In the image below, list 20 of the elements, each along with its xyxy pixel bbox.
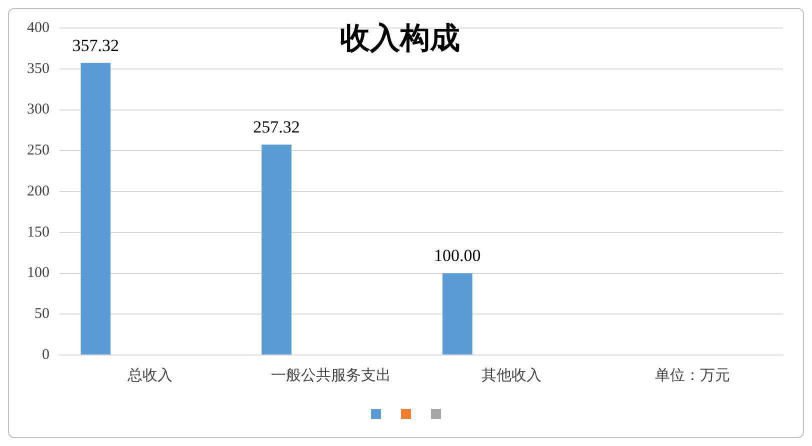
y-tick-label: 150	[27, 224, 50, 240]
bar	[262, 144, 292, 354]
bar	[80, 62, 111, 354]
bar	[442, 273, 472, 354]
x-tick-label: 一般公共服务支出	[270, 366, 391, 384]
y-tick-label: 100	[27, 265, 50, 282]
y-tick-label: 50	[34, 306, 50, 322]
y-tick-label: 0	[42, 346, 50, 363]
data-label: 357.32	[72, 36, 120, 55]
chart-title: 收入构成	[340, 22, 460, 55]
x-tick-label: 总收入	[126, 366, 172, 384]
data-label: 100.00	[434, 246, 481, 266]
y-tick-label: 400	[27, 20, 50, 36]
y-tick-label: 200	[27, 183, 50, 200]
x-tick-label: 其他收入	[482, 366, 542, 384]
y-tick-label: 350	[27, 60, 50, 77]
y-tick-label: 300	[27, 102, 50, 118]
data-label: 257.32	[253, 118, 300, 137]
x-tick-label: 单位：万元	[655, 366, 730, 384]
y-tick-label: 250	[27, 142, 50, 159]
